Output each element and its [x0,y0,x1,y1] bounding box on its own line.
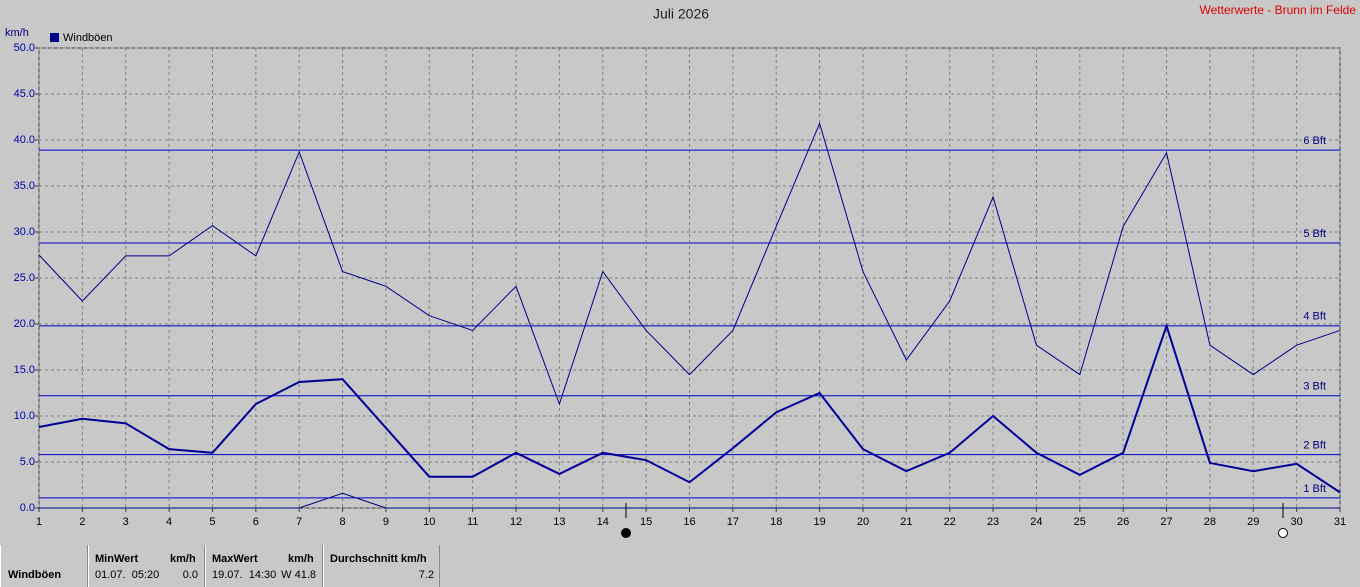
stats-cell [0,545,88,587]
x-tick-label: 1 [36,516,42,528]
stats-value: 7.2 [418,569,434,581]
x-tick-label: 7 [296,516,302,528]
x-tick-label: 4 [166,516,172,528]
beaufort-label: 5 Bft [1303,228,1326,240]
stats-value: 0.0 [182,569,198,581]
beaufort-label: 6 Bft [1303,135,1326,147]
legend-label: Windböen [63,32,113,44]
x-tick-label: 2 [79,516,85,528]
x-tick-label: 8 [340,516,346,528]
y-tick-label: 35.0 [14,180,35,192]
x-tick-label: 14 [597,516,609,528]
stats-cell [205,545,323,587]
x-tick-label: 18 [770,516,782,528]
y-tick-label: 15.0 [14,364,35,376]
y-unit: km/h [5,27,29,39]
x-tick-label: 19 [813,516,825,528]
stats-header: MaxWert [212,553,258,565]
series-line [39,492,1340,509]
beaufort-label: 1 Bft [1303,483,1326,495]
y-tick-label: 30.0 [14,226,35,238]
chart: Juli 2026 Wetterwerte - Brunn im Felde k… [5,3,1357,538]
x-tick-label: 15 [640,516,652,528]
x-tick-label: 16 [683,516,695,528]
x-tick-label: 29 [1247,516,1259,528]
x-tick-label: 9 [383,516,389,528]
stats-cell [323,545,440,587]
stats-unit: km/h [288,553,314,565]
y-tick-label: 25.0 [14,272,35,284]
stats-header: MinWert [95,553,139,565]
y-tick-label: 45.0 [14,88,35,100]
x-tick-label: 20 [857,516,869,528]
chart-title: Juli 2026 [653,6,709,22]
source: Wetterwerte - Brunn im Felde [1200,3,1357,17]
full-moon [621,528,631,538]
x-tick-label: 5 [209,516,215,528]
x-tick-label: 10 [423,516,435,528]
x-tick-label: 17 [727,516,739,528]
x-tick-label: 30 [1291,516,1303,528]
series-line [38,322,1341,494]
stats-time: 01.07. 05:20 [95,569,160,581]
y-tick-label: 5.0 [20,456,35,468]
stats-value: W 41.8 [281,569,316,581]
x-tick-label: 3 [123,516,129,528]
stats-cell [88,545,205,587]
stats-table: Windböen MinWert km/h 01.07. 05:20 0.0 M… [0,545,440,587]
x-tick-label: 22 [944,516,956,528]
y-tick-label: 10.0 [14,410,35,422]
x-tick-label: 13 [553,516,565,528]
x-tick-label: 26 [1117,516,1129,528]
x-tick-label: 11 [467,516,478,528]
x-tick-label: 27 [1160,516,1172,528]
stats-unit: km/h [170,553,196,565]
x-tick-label: 25 [1074,516,1086,528]
stats-header: Durchschnitt km/h [330,553,427,565]
x-tick-label: 21 [900,516,912,528]
y-tick-label: 20.0 [14,318,35,330]
stats-time: 19.07. 14:30 [212,569,277,581]
legend-swatch [50,33,59,42]
x-tick-label: 31 [1334,516,1346,528]
x-tick-label: 23 [987,516,999,528]
beaufort-label: 4 Bft [1303,311,1326,323]
y-tick-label: 0.0 [20,502,35,514]
x-tick-label: 24 [1030,516,1042,528]
beaufort-label: 3 Bft [1303,381,1326,393]
x-tick-label: 28 [1204,516,1216,528]
beaufort-label: 2 Bft [1303,440,1326,452]
x-tick-label: 12 [510,516,522,528]
new-moon [1278,528,1288,538]
series-line [38,121,1341,406]
stats-label: Windböen [8,569,62,581]
y-tick-label: 40.0 [14,134,35,146]
x-tick-label: 6 [253,516,259,528]
y-tick-label: 50.0 [14,42,35,54]
